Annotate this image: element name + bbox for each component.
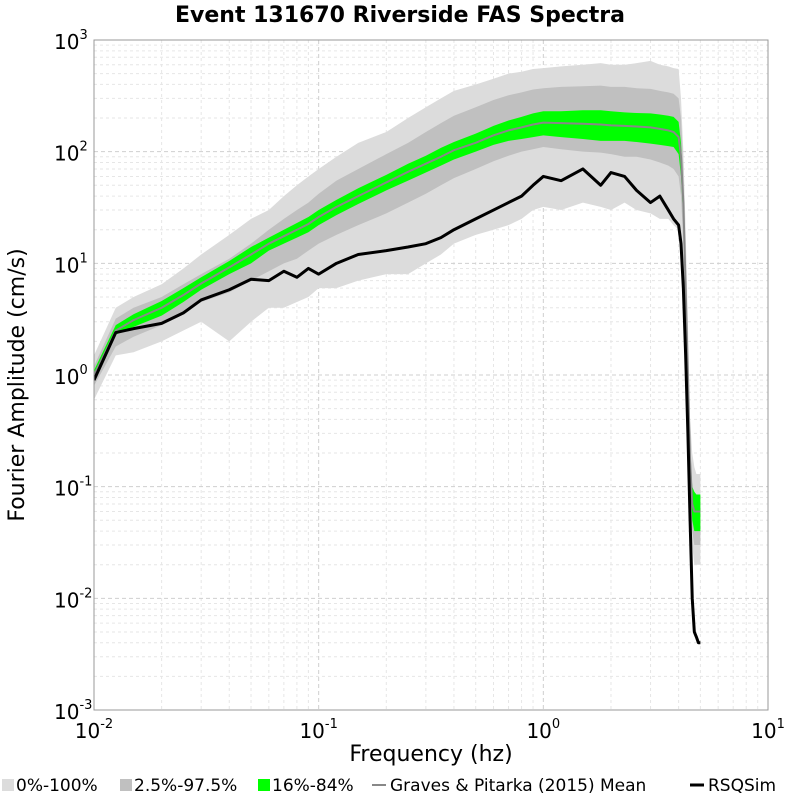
y-tick-label: 102 — [54, 140, 88, 166]
series-layer — [94, 60, 701, 645]
y-tick-label: 10-2 — [54, 586, 92, 612]
x-axis-ticks: 10-2 10-1 100 101 — [75, 717, 785, 743]
legend-label: RSQSim — [708, 776, 776, 796]
chart-legend: 0%-100% 2.5%-97.5% 16%-84% Graves & Pitarka… — [2, 776, 776, 796]
y-tick-label: 10-1 — [54, 475, 92, 501]
y-tick-label: 103 — [54, 28, 88, 54]
x-tick-label: 10-2 — [75, 717, 113, 743]
x-tick-label: 101 — [751, 717, 785, 743]
chart-title: Event 131670 Riverside FAS Spectra — [175, 3, 625, 28]
line-graves-pitarka-2015-mean — [94, 121, 701, 513]
x-tick-label: 100 — [526, 717, 560, 743]
plot-border — [93, 39, 769, 711]
legend-swatch — [120, 779, 132, 791]
legend-item-16-84: 16%-84% — [258, 776, 354, 796]
legend-label: 16%-84% — [272, 776, 354, 796]
y-tick-label: 101 — [54, 251, 88, 277]
y-axis-label: Fourier Amplitude (cm/s) — [5, 248, 30, 521]
x-tick-label: 10-1 — [299, 717, 337, 743]
legend-label: 2.5%-97.5% — [134, 776, 237, 796]
legend-item-2-5-97-5: 2.5%-97.5% — [120, 776, 237, 796]
legend-item-0-100: 0%-100% — [2, 776, 98, 796]
y-tick-label: 10-3 — [54, 698, 92, 724]
y-axis-ticks: 10-3 10-2 10-1 100 101 102 103 — [54, 28, 92, 724]
line-rsqsim — [94, 167, 701, 645]
legend-item-graves-pitarka-2015-mean: Graves & Pitarka (2015) Mean — [372, 776, 646, 796]
legend-label: Graves & Pitarka (2015) Mean — [390, 776, 646, 796]
legend-swatch — [258, 779, 270, 791]
x-axis-label: Frequency (hz) — [349, 742, 512, 767]
legend-label: 0%-100% — [16, 776, 98, 796]
legend-item-rsqsim: RSQSim — [690, 776, 776, 796]
band-0-100 — [94, 60, 701, 565]
legend-swatch — [2, 779, 14, 791]
y-tick-label: 100 — [54, 363, 88, 389]
plot-frame — [93, 39, 769, 711]
